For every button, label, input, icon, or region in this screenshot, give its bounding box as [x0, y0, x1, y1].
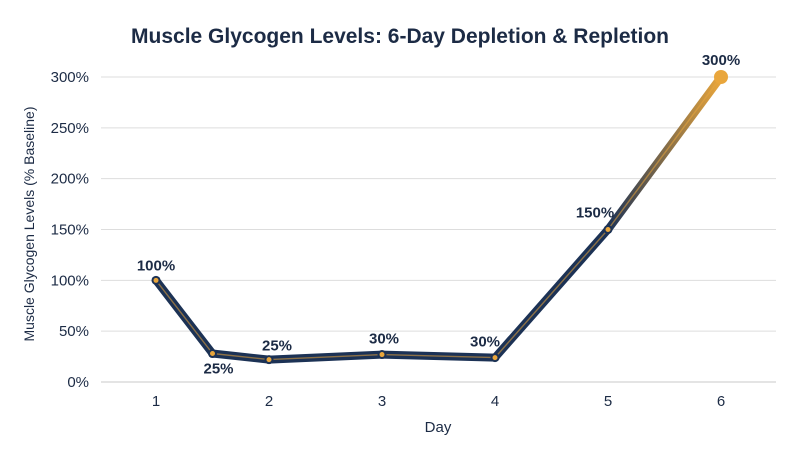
x-tick-label: 3: [378, 393, 386, 410]
y-tick-label: 300%: [51, 69, 89, 86]
y-tick-label: 100%: [51, 272, 89, 289]
y-tick-label: 50%: [59, 323, 89, 340]
data-point-center: [266, 357, 272, 363]
y-axis-label: Muscle Glycogen Levels (% Baseline): [21, 107, 37, 342]
y-tick-label: 250%: [51, 120, 89, 137]
x-tick-label: 2: [265, 393, 273, 410]
data-labels: 100% 25% 25% 30% 30% 150% 300%: [137, 52, 740, 378]
gridlines: [101, 76, 776, 332]
data-point-center: [210, 351, 215, 357]
series-line-highlight: [155, 76, 722, 361]
y-tick-label: 200%: [51, 171, 89, 188]
data-label: 300%: [702, 52, 740, 69]
x-tick-label: 6: [717, 393, 725, 410]
data-label: 25%: [262, 338, 292, 355]
y-tick-label: 150%: [51, 222, 89, 239]
x-tick-label: 1: [152, 393, 160, 410]
data-point-center: [605, 227, 611, 232]
chart-title: Muscle Glycogen Levels: 6-Day Depletion …: [131, 25, 669, 48]
data-series: [152, 73, 725, 364]
data-label: 150%: [576, 205, 614, 222]
x-tick-label: 4: [491, 393, 499, 410]
x-axis-label: Day: [425, 419, 452, 436]
data-point: [714, 70, 728, 84]
data-point-center: [492, 355, 498, 361]
data-point-center: [379, 352, 385, 358]
data-label: 25%: [203, 361, 233, 378]
series-line: [152, 73, 725, 364]
data-label: 100%: [137, 257, 175, 274]
y-tick-label: 0%: [67, 374, 89, 391]
x-tick-label: 5: [604, 393, 612, 410]
data-label: 30%: [369, 331, 399, 348]
data-label: 30%: [470, 334, 500, 351]
data-points: [151, 70, 728, 365]
y-axis-ticks: 0% 50% 100% 150% 200% 250% 300%: [51, 69, 89, 391]
data-point-center: [153, 277, 159, 283]
x-axis-ticks: 1 2 3 4 5 6: [152, 393, 725, 410]
